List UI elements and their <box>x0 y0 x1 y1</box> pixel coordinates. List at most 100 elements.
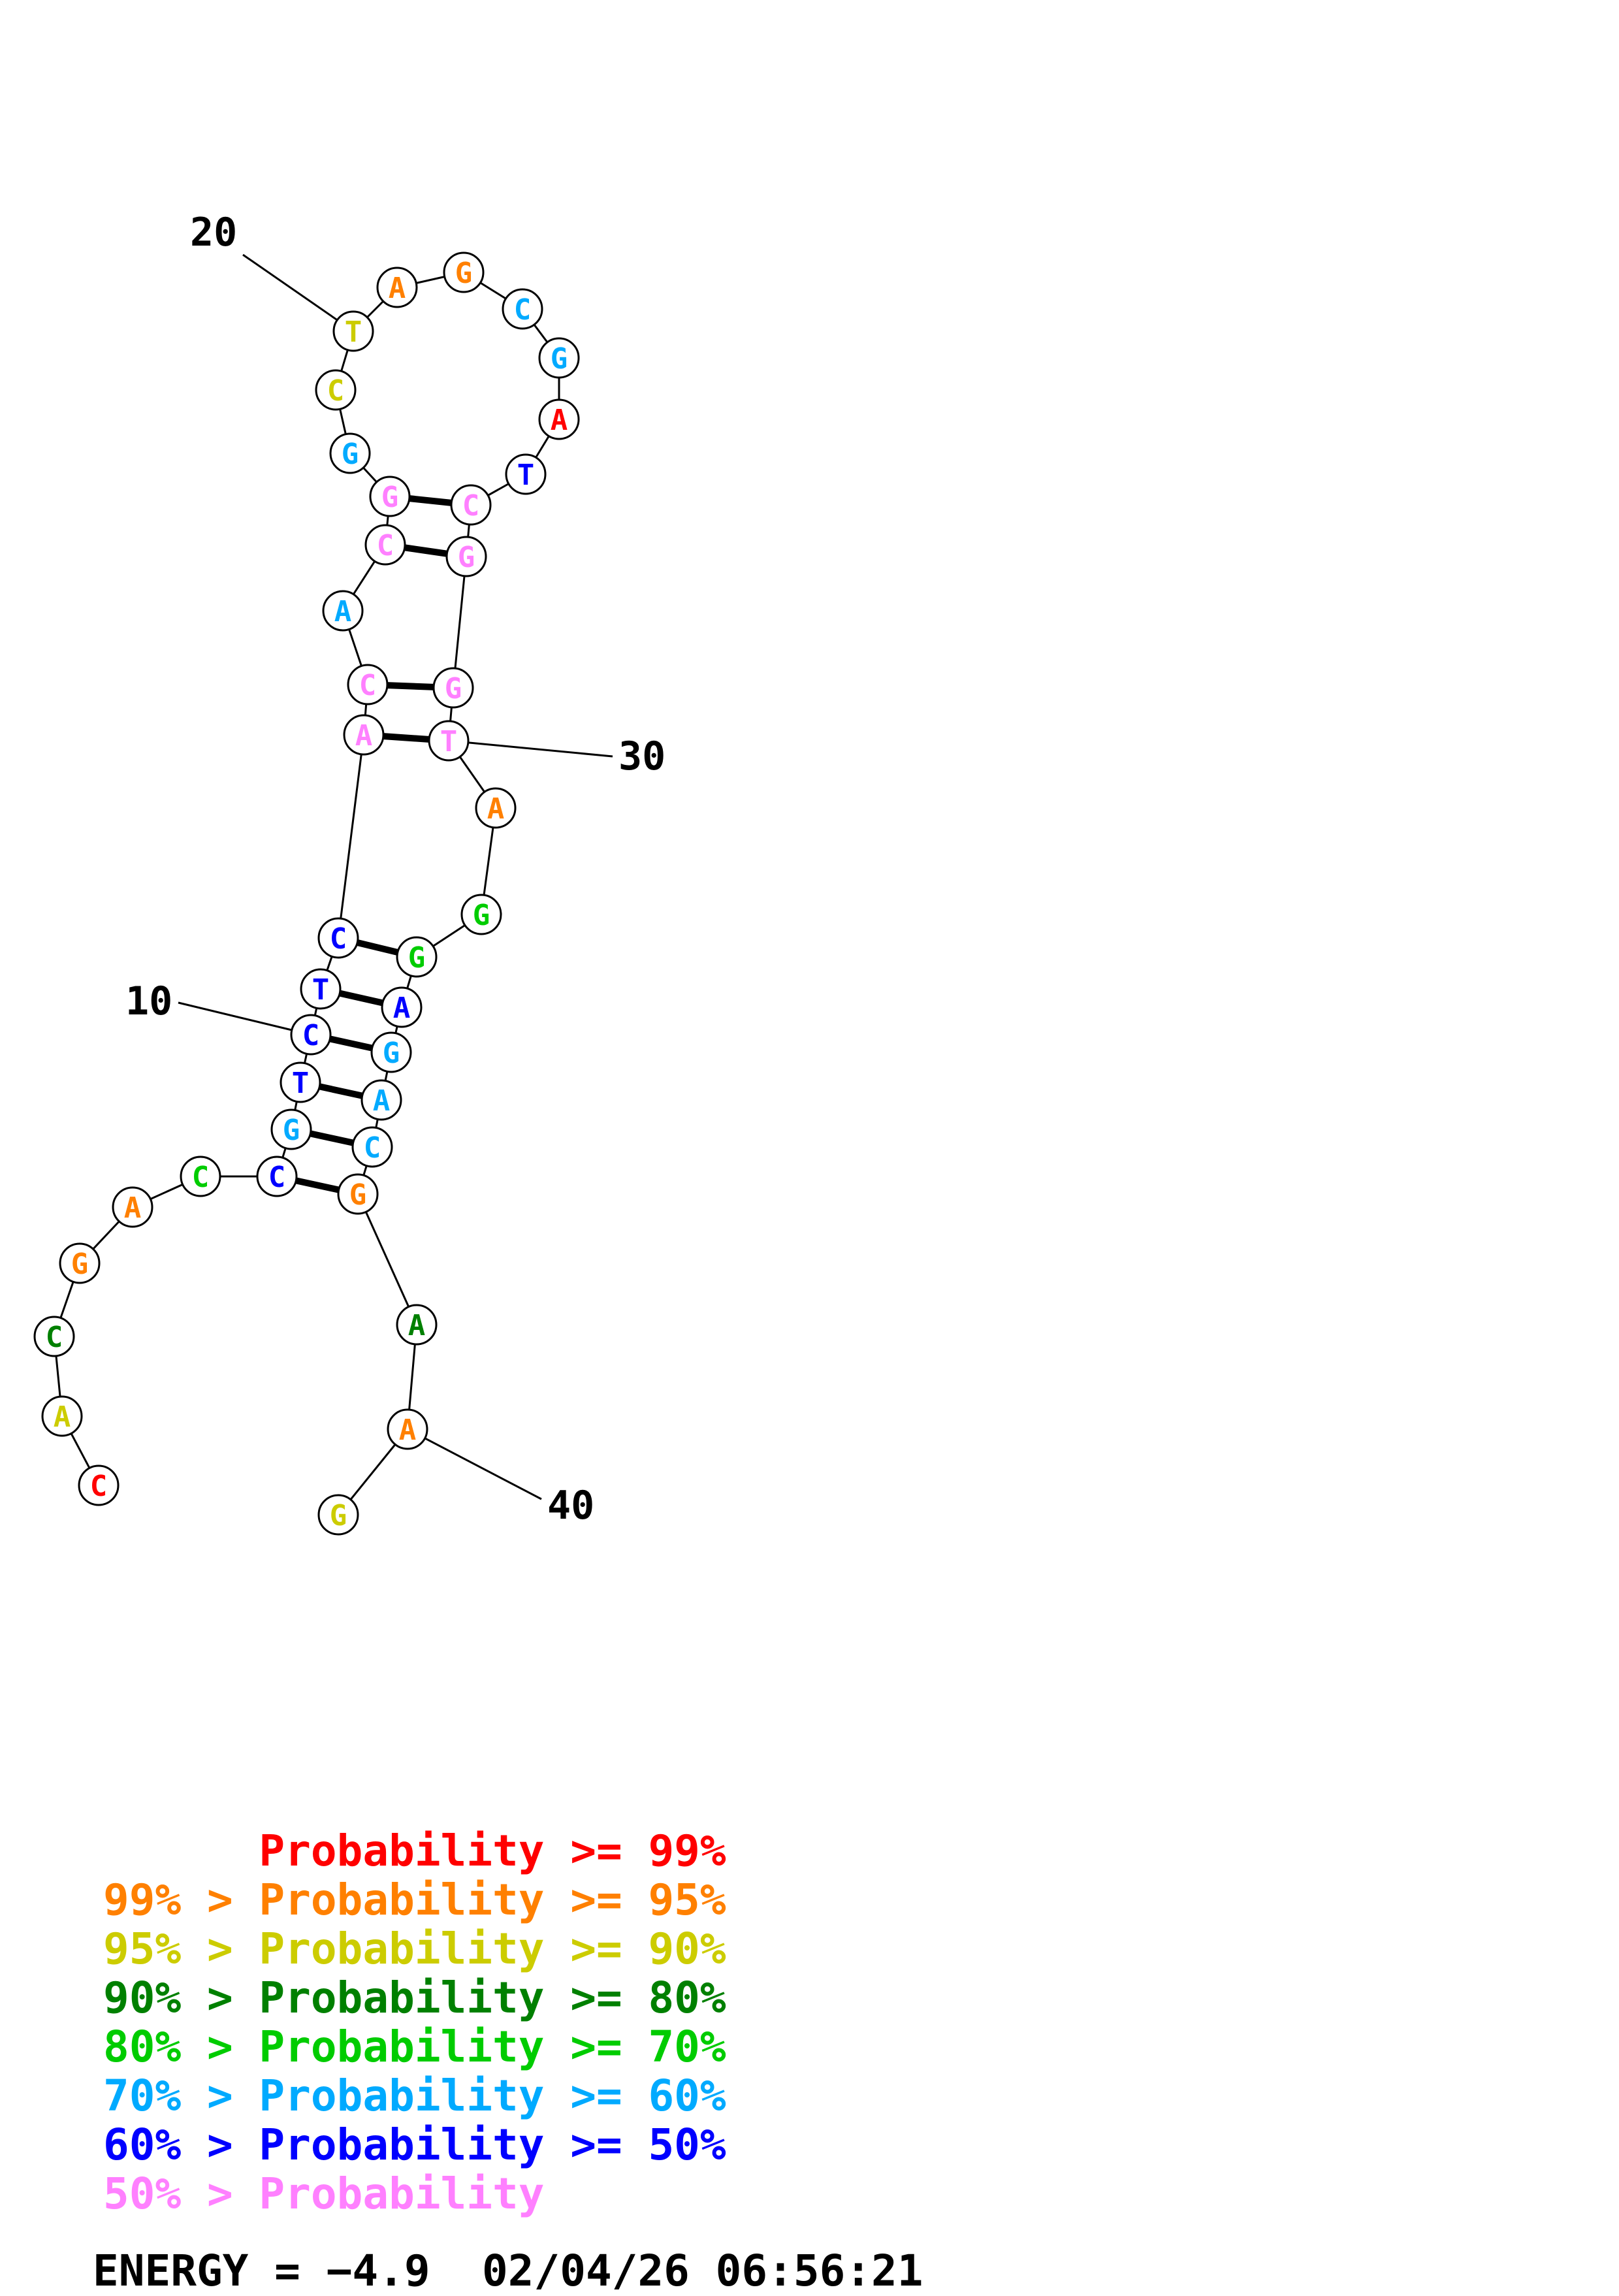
base-letter: A <box>408 1309 426 1342</box>
legend-row: 95% > Probability >= 90% <box>103 1924 726 1974</box>
legend-row: 50% > Probability <box>103 2169 545 2219</box>
base-circle <box>387 1408 428 1450</box>
base-letter: G <box>330 1499 347 1532</box>
base-letter: A <box>487 792 505 826</box>
label-leader-line <box>242 253 354 332</box>
backbone-segment <box>337 734 365 939</box>
base-circle <box>315 369 357 411</box>
base-letter: T <box>517 459 535 492</box>
legend-row: Probability >= 99% <box>103 1826 726 1876</box>
legend-row: 99% > Probability >= 95% <box>103 1875 726 1925</box>
backbone-segment <box>357 1193 418 1325</box>
base-letter: A <box>389 272 406 305</box>
base-letter: C <box>192 1161 210 1194</box>
base-circle <box>538 398 580 440</box>
base-circle <box>538 337 580 379</box>
base-circle <box>256 1156 298 1197</box>
sequence-number-label: 20 <box>190 210 237 255</box>
base-letter: G <box>445 672 462 705</box>
legend-row: 60% > Probability >= 50% <box>103 2120 726 2170</box>
base-letter: T <box>345 315 362 349</box>
base-circle <box>428 720 470 762</box>
base-circle <box>369 476 411 517</box>
base-letter: C <box>268 1161 286 1194</box>
base-circle <box>364 524 406 566</box>
base-circle <box>396 936 438 978</box>
base-circle <box>450 484 492 526</box>
base-circle <box>475 787 517 829</box>
base-circle <box>59 1242 101 1284</box>
base-letter: T <box>440 725 458 758</box>
base-letter: C <box>330 922 347 956</box>
label-leader-line <box>407 1428 542 1500</box>
base-circle <box>78 1464 120 1506</box>
base-letter: G <box>381 481 399 514</box>
energy-line: ENERGY = −4.9 02/04/26 06:56:21 <box>93 2246 923 2296</box>
base-circle <box>270 1108 312 1150</box>
sequence-number-label: 10 <box>125 978 172 1024</box>
base-letter: C <box>514 293 532 327</box>
legend-row: 90% > Probability >= 80% <box>103 1973 726 2023</box>
base-circle <box>460 894 502 935</box>
base-letter: T <box>292 1067 310 1100</box>
base-letter: A <box>393 992 411 1025</box>
base-letter: G <box>342 438 359 471</box>
base-letter: G <box>349 1178 367 1212</box>
base-letter: G <box>551 342 568 376</box>
base-letter: C <box>359 669 377 702</box>
base-circle <box>343 714 385 756</box>
sequence-number-label: 40 <box>547 1483 594 1528</box>
base-circle <box>396 1304 438 1346</box>
base-circle <box>376 267 418 308</box>
base-letter: C <box>302 1019 320 1052</box>
base-letter: C <box>46 1321 63 1354</box>
base-circle <box>381 986 423 1028</box>
base-letter: A <box>124 1191 142 1225</box>
base-circle <box>432 667 474 709</box>
base-circle <box>332 310 374 352</box>
base-letter: G <box>458 541 475 574</box>
base-letter: T <box>312 973 330 1007</box>
base-circle <box>505 453 547 495</box>
base-letter: C <box>364 1131 381 1165</box>
base-circle <box>361 1079 402 1121</box>
base-circle <box>317 1494 359 1536</box>
base-circle <box>329 432 371 474</box>
label-leader-line <box>178 1001 312 1036</box>
base-letter: C <box>90 1470 108 1503</box>
base-letter: A <box>373 1084 391 1118</box>
legend-row: 70% > Probability >= 60% <box>103 2071 726 2121</box>
base-circle <box>41 1395 83 1437</box>
base-letter: C <box>462 489 480 523</box>
base-letter: A <box>334 595 352 628</box>
base-letter: G <box>473 899 490 932</box>
base-circle <box>290 1014 332 1056</box>
base-letter: G <box>383 1037 400 1070</box>
base-letter: A <box>54 1400 71 1434</box>
base-letter: G <box>283 1114 300 1147</box>
base-circle <box>445 536 487 577</box>
base-letter: C <box>377 529 394 562</box>
base-circle <box>370 1031 412 1073</box>
base-letter: G <box>71 1248 89 1281</box>
base-circle <box>180 1156 221 1197</box>
legend: Probability >= 99% 99% > Probability >= 9… <box>103 1826 726 2218</box>
base-circle <box>112 1186 153 1228</box>
base-circle <box>322 590 364 632</box>
base-letter: C <box>327 374 345 408</box>
base-letter: A <box>355 719 373 752</box>
base-circle <box>337 1173 379 1215</box>
base-circle <box>443 251 485 293</box>
legend-row: 80% > Probability >= 70% <box>103 2022 726 2072</box>
base-letter: G <box>455 257 473 290</box>
base-circle <box>351 1126 393 1168</box>
base-circle <box>33 1316 75 1357</box>
base-circle <box>317 917 359 959</box>
backbone-segment <box>452 556 468 688</box>
label-leader-line <box>448 739 613 758</box>
base-letter: G <box>408 941 426 975</box>
base-letter: A <box>551 404 568 437</box>
sequence-number-label: 30 <box>618 734 665 779</box>
